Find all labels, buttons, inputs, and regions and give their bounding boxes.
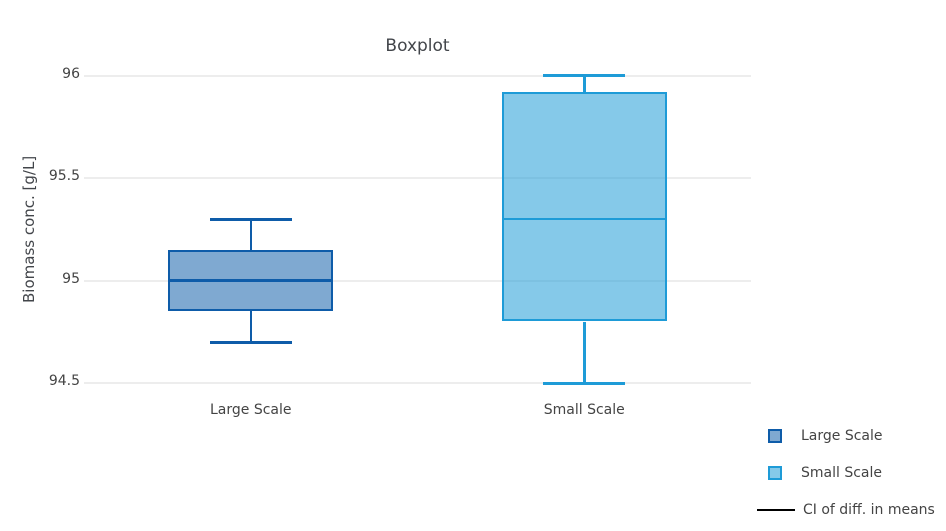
- x-tick-label: Large Scale: [209, 402, 292, 418]
- y-axis-title: Biomass conc. [g/L]: [20, 155, 38, 304]
- legend-item-ci-of-diff-in-means[interactable]: CI of diff. in means: [757, 499, 935, 521]
- chart-title: Boxplot: [385, 36, 450, 56]
- whisker-cap-bottom-large-scale: [209, 340, 292, 344]
- whisker-stem-bottom-small-scale: [583, 321, 586, 383]
- gridline: [84, 74, 751, 77]
- whisker-stem-bottom-large-scale: [249, 311, 252, 342]
- gridline: [84, 177, 751, 179]
- y-tick-label: 94.5: [48, 373, 80, 389]
- legend-box-swatch-large-scale: [768, 429, 782, 443]
- y-tick-label: 95.5: [48, 168, 80, 184]
- box-small-scale[interactable]: [501, 91, 667, 322]
- median-line-large-scale: [168, 279, 334, 282]
- whisker-stem-top-small-scale: [583, 75, 586, 92]
- legend-label-large-scale: Large Scale: [801, 428, 883, 444]
- y-tick-label: 95: [62, 270, 80, 287]
- legend-line-swatch-ci-of-diff-in-means: [757, 508, 795, 512]
- whisker-stem-top-large-scale: [249, 219, 252, 250]
- x-tick-label: Small Scale: [543, 402, 625, 418]
- gridline: [84, 279, 751, 282]
- legend-label-ci-of-diff-in-means: CI of diff. in means: [803, 502, 935, 518]
- legend-label-small-scale: Small Scale: [801, 465, 882, 481]
- whisker-cap-bottom-small-scale: [543, 381, 626, 385]
- median-line-small-scale: [501, 217, 667, 221]
- legend: Large Scale Small Scale CI of diff. in mea…: [757, 425, 935, 521]
- gridline: [84, 382, 751, 384]
- y-tick-label: 96: [62, 65, 80, 82]
- legend-box-swatch-small-scale: [768, 466, 782, 480]
- legend-item-large-scale[interactable]: Large Scale: [757, 425, 935, 447]
- legend-item-small-scale[interactable]: Small Scale: [757, 462, 935, 484]
